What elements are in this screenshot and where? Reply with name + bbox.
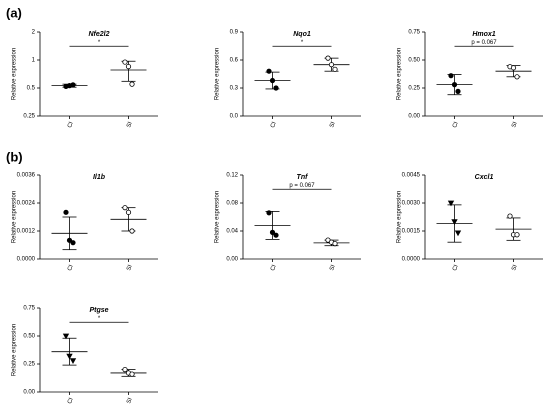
y-tick-label: 0.0030 — [402, 201, 421, 207]
y-axis-label: Relative expression — [397, 191, 403, 243]
x-tick-label: SI — [511, 264, 519, 272]
data-point — [62, 333, 70, 340]
y-tick-label: 0.0015 — [402, 229, 421, 235]
significance-label: * — [98, 316, 101, 322]
data-point — [70, 82, 76, 88]
y-axis-label: Relative expression — [12, 191, 18, 243]
data-point — [63, 209, 69, 215]
data-point — [125, 63, 132, 70]
y-tick-label: 0.3 — [230, 86, 239, 92]
data-point — [266, 210, 272, 216]
y-tick-label: 0.0012 — [17, 229, 36, 235]
data-point — [69, 358, 77, 364]
y-tick-label: 0.0045 — [402, 173, 421, 179]
y-tick-label: 0.0000 — [17, 257, 36, 263]
chart-title: Ptgse — [89, 307, 108, 314]
y-tick-label: 0.00 — [408, 114, 420, 120]
y-axis-label: Relative expression — [397, 48, 403, 100]
x-tick-label: CI — [67, 121, 75, 129]
data-point — [129, 81, 135, 87]
y-tick-label: 0.75 — [408, 30, 420, 36]
data-point — [507, 213, 513, 219]
y-axis-label: Relative expression — [12, 324, 18, 376]
data-point — [454, 230, 462, 237]
y-axis-label: Relative expression — [12, 48, 18, 100]
chart-title: Nqo1 — [293, 31, 311, 38]
x-tick-label: SI — [126, 397, 134, 405]
y-tick-label: 0.0024 — [17, 201, 36, 207]
chart-title: Cxcl1 — [475, 174, 494, 181]
y-tick-label: 0.00 — [23, 390, 35, 396]
data-point — [273, 232, 279, 238]
data-point — [325, 55, 331, 61]
panel-label: (a) — [6, 5, 22, 20]
data-point — [451, 219, 458, 225]
data-point — [122, 205, 128, 211]
y-tick-label: 0.75 — [23, 306, 35, 312]
y-tick-label: 0.50 — [408, 58, 420, 64]
data-point — [451, 82, 458, 88]
data-point — [447, 200, 455, 207]
y-tick-label: 0.0036 — [17, 173, 36, 179]
data-point — [70, 240, 76, 246]
data-point — [328, 62, 335, 68]
data-point — [129, 371, 135, 377]
data-point — [66, 353, 73, 360]
x-tick-label: CI — [67, 264, 75, 272]
chart-title: Tnf — [297, 174, 309, 181]
y-tick-label: 0.0000 — [402, 257, 421, 263]
x-tick-label: CI — [270, 264, 278, 272]
data-point — [66, 237, 73, 243]
chart-title: Il1b — [93, 174, 106, 181]
chart-title: Nfe2l2 — [88, 31, 109, 38]
y-axis-label: Relative expression — [215, 48, 221, 100]
chart-title: Hmox1 — [472, 31, 495, 38]
data-point — [266, 68, 272, 74]
data-point — [455, 88, 461, 94]
y-tick-label: 2 — [32, 30, 36, 36]
data-point — [514, 232, 520, 238]
data-point — [332, 66, 338, 72]
y-tick-label: 0.50 — [23, 334, 35, 340]
y-tick-label: 0.25 — [23, 114, 35, 120]
significance-label: * — [301, 40, 304, 46]
data-point — [332, 241, 338, 247]
y-tick-label: 0.04 — [226, 229, 238, 235]
data-point — [122, 366, 128, 373]
data-point — [514, 74, 520, 80]
x-tick-label: SI — [329, 264, 337, 272]
y-tick-label: 0.5 — [27, 86, 36, 92]
data-point — [448, 73, 454, 79]
y-tick-label: 0.25 — [408, 86, 420, 92]
y-axis-label: Relative expression — [215, 191, 221, 243]
y-tick-label: 0.00 — [226, 257, 238, 263]
significance-label: p = 0.067 — [289, 183, 315, 189]
data-point — [269, 77, 276, 84]
x-tick-label: CI — [67, 397, 75, 405]
y-tick-label: 0.08 — [226, 201, 238, 207]
data-point — [510, 65, 517, 71]
significance-label: p = 0.067 — [471, 40, 497, 46]
y-tick-label: 1 — [32, 58, 36, 64]
x-tick-label: SI — [126, 121, 134, 129]
x-tick-label: CI — [452, 264, 460, 272]
y-tick-label: 0.6 — [230, 58, 239, 64]
y-tick-label: 0.12 — [226, 173, 238, 179]
significance-label: * — [98, 40, 101, 46]
y-tick-label: 0.25 — [23, 362, 35, 368]
y-tick-label: 0.0 — [230, 114, 239, 120]
x-tick-label: CI — [270, 121, 278, 129]
x-tick-label: SI — [511, 121, 519, 129]
x-tick-label: CI — [452, 121, 460, 129]
data-point — [122, 59, 128, 65]
data-point — [269, 229, 276, 235]
data-point — [125, 209, 132, 215]
data-point — [273, 85, 279, 91]
y-tick-label: 0.9 — [230, 30, 239, 36]
x-tick-label: SI — [126, 264, 134, 272]
x-tick-label: SI — [329, 121, 337, 129]
panel-label: (b) — [6, 149, 23, 164]
data-point — [129, 228, 135, 234]
